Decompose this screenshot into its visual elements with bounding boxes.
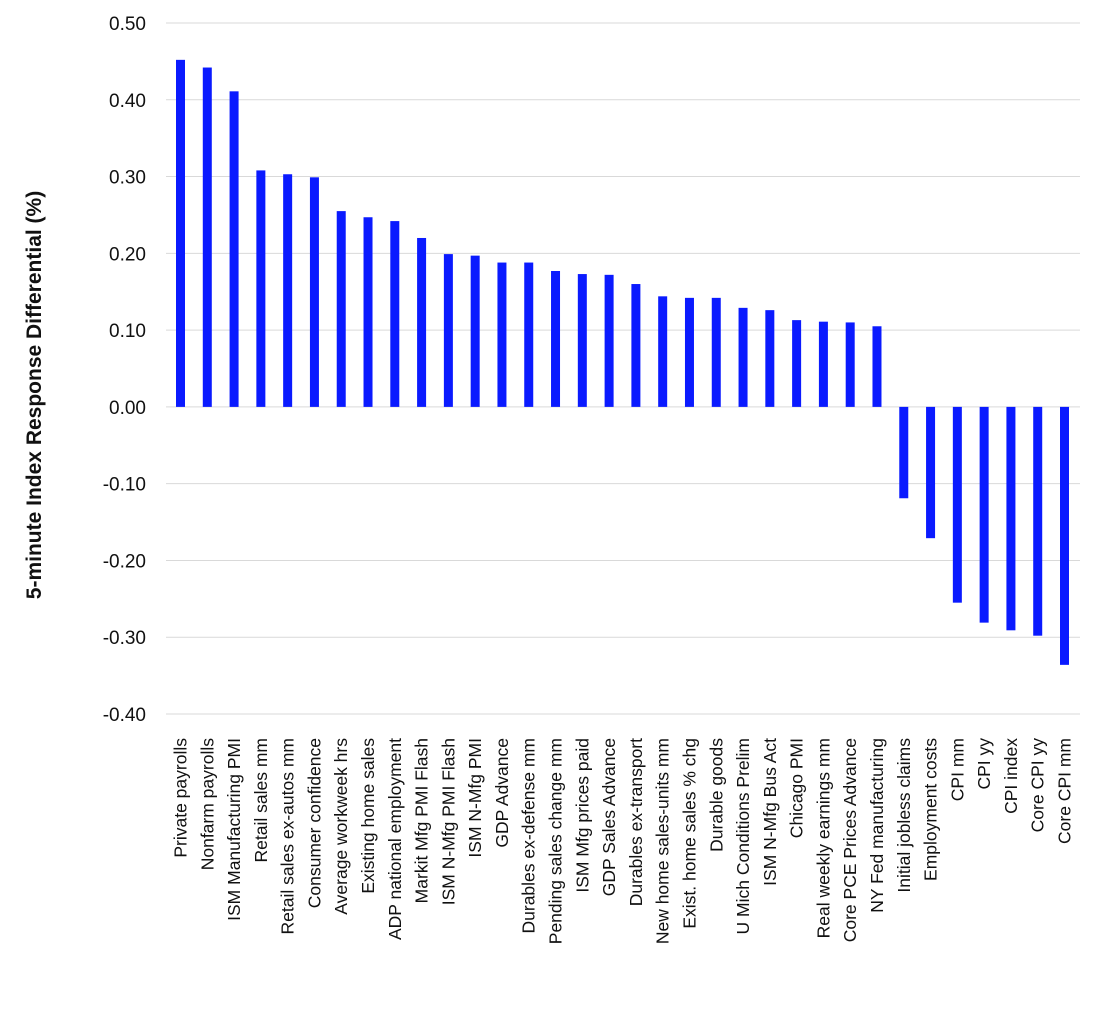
bar <box>390 221 400 407</box>
y-tick-label: 0.50 <box>109 14 146 35</box>
x-tick-label: Core CPI mm <box>1055 738 1075 844</box>
x-tick-label: Markit Mfg PMI Flash <box>412 738 432 903</box>
bar <box>309 177 319 407</box>
x-tick-label: Pending sales change mm <box>546 738 566 944</box>
bar <box>470 255 480 407</box>
x-tick-label: Real weekly earnings mm <box>813 738 833 938</box>
x-tick-label: CPI yy <box>974 738 994 790</box>
x-tick-label: Consumer confidence <box>304 738 324 908</box>
bar <box>872 326 882 407</box>
x-axis-tick-labels: Private payrolls Nonfarm payrolls ISM Manu… <box>171 738 1075 944</box>
y-tick-label: -0.30 <box>103 628 146 649</box>
x-tick-label: ISM Mfg prices paid <box>572 738 592 893</box>
x-tick-label: Employment costs <box>921 738 941 881</box>
x-tick-label: Private payrolls <box>171 738 191 858</box>
bar <box>738 307 748 407</box>
y-tick-label: -0.40 <box>103 705 146 726</box>
x-tick-label: Existing home sales <box>358 738 378 894</box>
bar <box>952 406 962 603</box>
x-tick-label: Retail sales ex-autos mm <box>278 738 298 934</box>
bar <box>711 297 721 407</box>
x-tick-label: Core CPI yy <box>1028 738 1048 833</box>
bar <box>899 406 909 499</box>
bar <box>229 91 239 407</box>
x-tick-label: Core PCE Prices Advance <box>840 738 860 942</box>
bar <box>604 274 614 407</box>
y-axis-label: 5-minute Index Response Differential (%) <box>23 191 46 599</box>
x-tick-label: Retail sales mm <box>251 738 271 862</box>
y-tick-label: 0.20 <box>109 244 146 265</box>
bar <box>792 320 802 407</box>
bar <box>336 211 346 407</box>
bar <box>845 322 855 407</box>
bar <box>202 67 212 407</box>
x-tick-label: Nonfarm payrolls <box>197 738 217 871</box>
bar <box>551 270 561 407</box>
x-tick-label: Durables ex-transport <box>626 738 646 906</box>
x-tick-label: ADP national employment <box>385 738 405 940</box>
bar <box>176 59 185 407</box>
y-tick-label: 0.00 <box>109 398 146 419</box>
x-tick-label: CPI mm <box>947 738 967 801</box>
x-tick-label: New home sales-units mm <box>653 738 673 944</box>
x-tick-label: GDP Advance <box>492 738 512 848</box>
bar <box>926 406 936 539</box>
bar <box>1060 406 1069 665</box>
x-tick-label: GDP Sales Advance <box>599 738 619 896</box>
bars <box>176 59 1069 665</box>
x-tick-label: ISM N-Mfg PMI Flash <box>438 738 458 905</box>
gridlines <box>166 22 1080 715</box>
y-tick-label: 0.10 <box>109 321 146 342</box>
bar <box>765 310 775 407</box>
bar <box>497 262 507 407</box>
bar <box>818 321 828 407</box>
bar <box>1033 406 1043 636</box>
y-tick-label: -0.10 <box>103 475 146 496</box>
y-tick-label: 0.40 <box>109 91 146 112</box>
bar <box>658 296 668 407</box>
x-tick-label: CPI index <box>1001 738 1021 814</box>
y-axis-tick-labels: 0.50 0.40 0.30 0.20 0.10 0.00 -0.10 -0.20 -0.30 -… <box>103 14 146 726</box>
x-tick-label: Initial jobless claims <box>894 738 914 893</box>
bar <box>283 174 293 407</box>
y-tick-label: 0.30 <box>109 168 146 189</box>
bar <box>577 274 587 407</box>
y-tick-label: -0.20 <box>103 551 146 572</box>
bar <box>631 284 641 407</box>
x-tick-label: NY Fed manufacturing <box>867 738 887 913</box>
bar <box>684 297 694 407</box>
x-tick-label: Durable goods <box>706 738 726 852</box>
bar <box>443 254 453 407</box>
bar <box>363 217 373 407</box>
bar <box>256 170 266 407</box>
x-tick-label: U Mich Conditions Prelim <box>733 738 753 934</box>
bar <box>524 262 534 407</box>
x-tick-label: Chicago PMI <box>787 738 807 838</box>
x-tick-label: Durables ex-defense mm <box>519 738 539 934</box>
bar <box>979 406 989 623</box>
x-tick-label: ISM Manufacturing PMI <box>224 738 244 921</box>
x-tick-label: Average workweek hrs <box>331 738 351 915</box>
x-tick-label: ISM N-Mfg Bus Act <box>760 738 780 886</box>
bar <box>1006 406 1016 631</box>
x-tick-label: Exist. home sales % chg <box>679 738 699 929</box>
x-tick-label: ISM N-Mfg PMI <box>465 738 485 858</box>
bar <box>417 237 427 407</box>
